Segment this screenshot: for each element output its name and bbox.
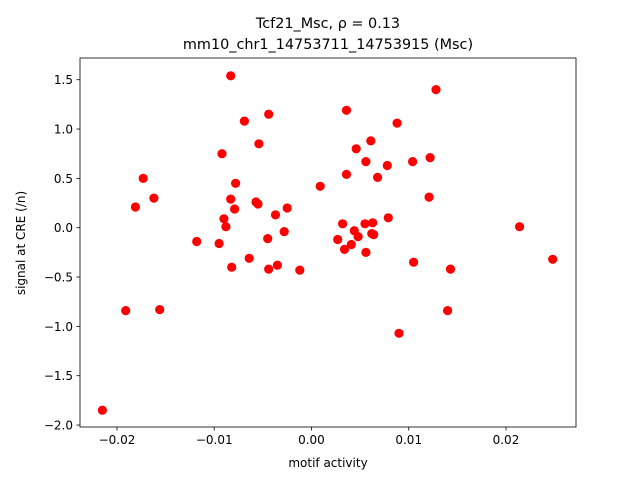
data-point [217, 149, 227, 159]
data-point [264, 109, 274, 119]
data-point [272, 260, 282, 270]
data-point [373, 172, 383, 182]
data-point [338, 219, 348, 229]
data-point [138, 173, 148, 183]
data-point [408, 157, 418, 167]
data-point [155, 305, 165, 315]
x-tick-label: 0.01 [395, 433, 422, 447]
y-tick-label: −1.5 [44, 369, 73, 383]
data-point [253, 199, 263, 209]
data-point [341, 169, 352, 179]
data-point [341, 105, 352, 115]
chart-title-line1: Tcf21_Msc, ρ = 0.13 [255, 16, 400, 32]
data-point [424, 192, 434, 202]
data-point [264, 264, 274, 274]
data-point [445, 264, 456, 274]
x-axis-label: motif activity [288, 456, 367, 470]
plot-area [80, 58, 576, 427]
data-point [130, 202, 140, 212]
data-point [353, 232, 363, 242]
data-point [515, 222, 525, 232]
data-point [270, 210, 281, 220]
x-tick-label: −0.02 [99, 433, 136, 447]
data-point [226, 71, 236, 81]
x-tick-label: 0.02 [493, 433, 520, 447]
data-point [254, 139, 264, 149]
data-point [226, 194, 236, 204]
plot-frame [79, 57, 577, 428]
axes: −0.02 −0.01 0.00 0.01 0.02 −2.0 −1.5 −1.0 −0.5 0.… [44, 57, 577, 447]
y-tick-label: 1.0 [54, 123, 73, 137]
chart-title-line2: mm10_chr1_14753711_14753915 (Msc) [183, 37, 473, 53]
data-point [214, 238, 224, 249]
data-point [366, 136, 376, 146]
data-point [351, 144, 361, 154]
data-point [263, 234, 273, 244]
data-point [361, 157, 371, 167]
data-point [239, 116, 249, 126]
y-axis-label: signal at CRE (/n) [14, 191, 28, 295]
data-points [97, 71, 558, 415]
data-point [244, 253, 254, 263]
data-point [392, 118, 402, 128]
data-point [333, 234, 343, 245]
data-point [431, 85, 441, 95]
data-point [409, 257, 419, 267]
data-point [443, 306, 453, 316]
plot-background [80, 58, 576, 427]
y-tick-label: −1.0 [44, 320, 73, 334]
data-point [548, 254, 558, 264]
x-tick-label: 0.00 [298, 433, 325, 447]
y-tick-label: −0.5 [44, 271, 73, 285]
y-tick-label: 1.5 [54, 73, 73, 87]
data-point [360, 219, 370, 229]
data-point [368, 218, 378, 228]
data-point [97, 405, 107, 415]
data-point [394, 328, 404, 338]
data-point [346, 239, 356, 250]
data-point [149, 193, 159, 203]
data-point [192, 236, 202, 247]
data-point [369, 230, 379, 240]
data-point [282, 203, 292, 213]
data-point [231, 178, 241, 188]
data-point [279, 227, 289, 237]
data-point [339, 244, 350, 254]
y-tick-label: −2.0 [44, 419, 73, 433]
data-point [227, 262, 237, 272]
data-point [315, 181, 325, 191]
data-point [219, 214, 229, 224]
data-point [295, 265, 305, 275]
y-tick-label: 0.5 [54, 172, 73, 186]
data-point [121, 306, 131, 316]
data-point [230, 204, 240, 214]
data-point [383, 213, 393, 223]
data-point [425, 153, 435, 163]
data-point [382, 160, 392, 171]
data-point [361, 247, 371, 257]
data-point [221, 222, 231, 232]
x-tick-label: −0.01 [196, 433, 233, 447]
y-tick-label: 0.0 [54, 221, 73, 235]
